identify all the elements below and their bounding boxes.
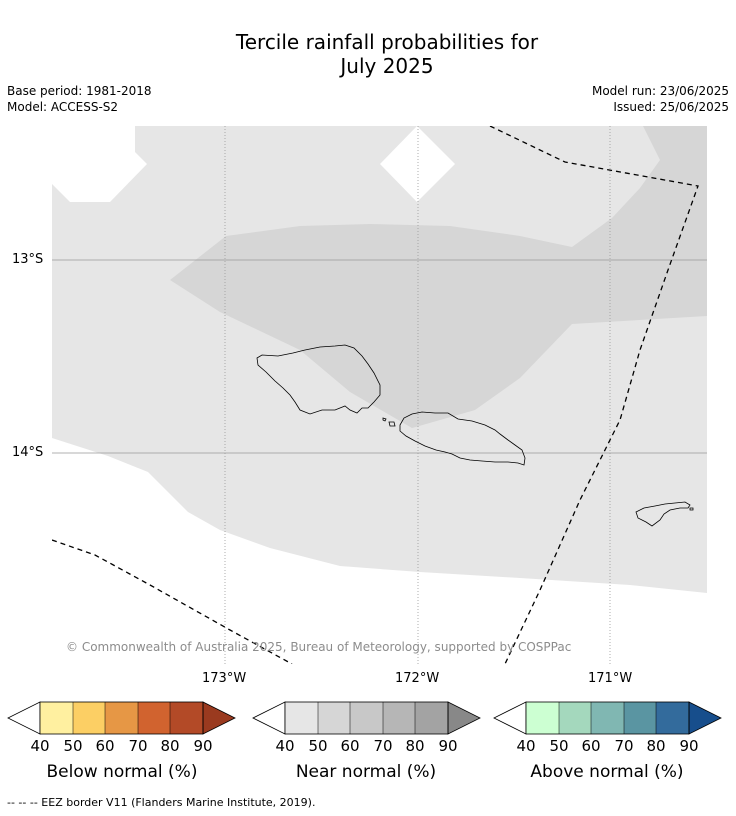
colorbar-tick: 70 bbox=[373, 737, 393, 755]
colorbar-tick: 50 bbox=[549, 737, 569, 755]
colorbar-near-normal bbox=[252, 701, 481, 735]
colorbar-tick: 80 bbox=[160, 737, 180, 755]
lon-label-173w: 173°W bbox=[202, 671, 247, 686]
model-name: Model: ACCESS-S2 bbox=[7, 100, 119, 114]
title-line-2: July 2025 bbox=[340, 54, 434, 78]
map-area bbox=[52, 126, 707, 664]
colorbar-tick: 90 bbox=[679, 737, 699, 755]
white-diamond bbox=[380, 126, 455, 202]
colorbar-near-seg-5 bbox=[415, 702, 448, 734]
model-run: Model run: 23/06/2025 bbox=[591, 84, 729, 98]
colorbar-tick: 40 bbox=[275, 737, 295, 755]
colorbar-below-title: Below normal (%) bbox=[46, 762, 198, 782]
colorbar-below-frame bbox=[39, 701, 204, 735]
colorbar-tick: 90 bbox=[438, 737, 458, 755]
colorbar-below-under-triangle bbox=[7, 701, 41, 735]
colorbar-near-seg-2 bbox=[318, 702, 350, 734]
colorbar-tick: 70 bbox=[128, 737, 148, 755]
manono-islet bbox=[388, 421, 396, 427]
colorbar-tick: 90 bbox=[193, 737, 213, 755]
lon-label-171w: 171°W bbox=[588, 671, 633, 686]
meta-left: Base period: 1981-2018 Model: ACCESS-S2 bbox=[7, 83, 152, 115]
title-line-1: Tercile rainfall probabilities for bbox=[235, 30, 539, 54]
lat-label-14s: 14°S bbox=[12, 445, 44, 460]
colorbar-above-seg-5 bbox=[656, 702, 689, 734]
colorbar-tick: 70 bbox=[614, 737, 634, 755]
colorbar-above-frame bbox=[525, 701, 690, 735]
savaii-island bbox=[256, 344, 381, 415]
colorbar-above-under-triangle bbox=[493, 701, 527, 735]
colorbar-above-over-triangle bbox=[688, 701, 722, 735]
colorbar-above-normal bbox=[493, 701, 722, 735]
colorbar-tick: 60 bbox=[581, 737, 601, 755]
colorbar-tick: 40 bbox=[516, 737, 536, 755]
colorbar-below-over-triangle bbox=[202, 701, 236, 735]
lon-label-172w: 172°W bbox=[395, 671, 440, 686]
colorbar-near-seg-1 bbox=[285, 702, 318, 734]
colorbar-below-normal bbox=[7, 701, 236, 735]
meta-right: Model run: 23/06/2025 Issued: 25/06/2025 bbox=[592, 83, 729, 115]
colorbar-below-seg-4 bbox=[138, 702, 170, 734]
colorbar-near-under-triangle bbox=[252, 701, 286, 735]
aunuu-islet bbox=[689, 507, 694, 511]
eez-border-north-east bbox=[489, 126, 699, 664]
upolu-island bbox=[399, 411, 526, 466]
colorbar-tick: 50 bbox=[63, 737, 83, 755]
colorbar-near-seg-3 bbox=[350, 702, 383, 734]
eez-legend-note: -- -- -- EEZ border V11 (Flanders Marine… bbox=[7, 796, 316, 809]
eez-border-south-west bbox=[52, 539, 293, 664]
colorbar-tick: 40 bbox=[30, 737, 50, 755]
colorbar-near-title: Near normal (%) bbox=[295, 762, 437, 782]
colorbar-near-frame bbox=[284, 701, 449, 735]
colorbar-below-seg-5 bbox=[170, 702, 203, 734]
colorbar-tick: 80 bbox=[646, 737, 666, 755]
colorbar-tick: 80 bbox=[405, 737, 425, 755]
colorbar-above-seg-3 bbox=[591, 702, 624, 734]
colorbar-above-title: Above normal (%) bbox=[530, 762, 684, 782]
colorbar-below-seg-2 bbox=[73, 702, 105, 734]
colorbar-above-seg-2 bbox=[559, 702, 591, 734]
colorbar-tick: 60 bbox=[95, 737, 115, 755]
colorbar-above-seg-1 bbox=[526, 702, 559, 734]
base-period: Base period: 1981-2018 bbox=[7, 84, 152, 98]
colorbar-near-over-triangle bbox=[447, 701, 481, 735]
colorbar-below-seg-3 bbox=[105, 702, 138, 734]
colorbar-near-seg-4 bbox=[383, 702, 415, 734]
colorbar-tick: 60 bbox=[340, 737, 360, 755]
colorbar-below-seg-1 bbox=[40, 702, 73, 734]
apolima-islet bbox=[382, 417, 387, 422]
chart-title: Tercile rainfall probabilities for July … bbox=[0, 30, 736, 78]
near-normal-50-region bbox=[170, 126, 707, 428]
lat-label-13s: 13°S bbox=[12, 252, 44, 267]
issued-date: Issued: 25/06/2025 bbox=[613, 100, 729, 114]
colorbar-above-seg-4 bbox=[624, 702, 656, 734]
colorbar-tick: 50 bbox=[308, 737, 328, 755]
copyright-credit: © Commonwealth of Australia 2025, Bureau… bbox=[66, 640, 572, 654]
tutuila-island bbox=[635, 501, 691, 527]
